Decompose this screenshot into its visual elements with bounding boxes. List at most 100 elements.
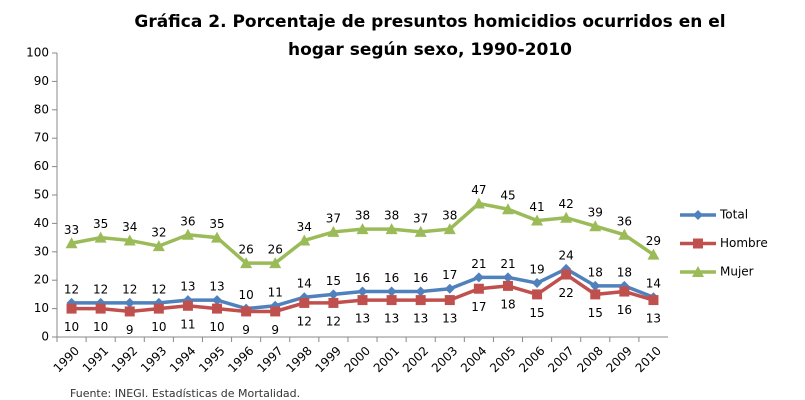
data-label: 10 [238,288,253,302]
data-label: 35 [209,217,224,231]
x-tick-label: 1995 [196,344,227,375]
x-tick-label: 2004 [458,344,489,375]
x-tick-label: 2010 [633,344,664,375]
x-tick-label: 2007 [545,344,576,375]
data-label: 12 [297,314,312,328]
data-label: 32 [151,226,166,240]
data-label: 16 [384,271,399,285]
point [328,289,339,300]
data-label: 37 [326,211,341,225]
data-label: 14 [646,277,661,291]
point [299,297,310,308]
data-label: 13 [442,312,457,326]
point [590,289,601,300]
y-tick-label: 60 [34,159,49,173]
chart-title: Gráfica 2. Porcentaje de presuntos homic… [134,12,725,60]
source-note: Fuente: INEGI. Estadísticas de Mortalida… [70,387,300,400]
point [473,283,484,294]
data-label: 10 [209,320,224,334]
point [124,306,135,317]
point [561,269,572,280]
point [502,280,513,291]
data-label: 13 [646,312,661,326]
legend-marker [692,266,704,277]
data-label: 10 [93,320,108,334]
data-label: 45 [500,189,515,203]
data-label: 10 [151,320,166,334]
data-label: 13 [209,280,224,294]
data-label: 13 [384,312,399,326]
y-tick-label: 10 [34,301,49,315]
data-label: 12 [326,314,341,328]
point [415,295,426,306]
legend-label: Mujer [720,265,754,279]
data-label: 26 [238,243,253,257]
point [502,272,513,283]
x-tick-label: 1997 [254,344,285,375]
x-tick-label: 2000 [342,344,373,375]
x-tick-label: 1991 [80,344,111,375]
y-tick-label: 50 [34,188,49,202]
data-label: 34 [122,220,137,234]
data-label: 19 [529,263,544,277]
x-tick-label: 1990 [51,344,82,375]
y-tick-label: 40 [34,216,49,230]
point [241,306,252,317]
data-label: 16 [617,303,632,317]
point [182,300,193,311]
data-label: 14 [297,277,312,291]
data-label: 11 [180,317,195,331]
x-tick-label: 2009 [603,344,634,375]
data-label: 12 [151,282,166,296]
point [531,214,544,226]
data-label: 38 [355,209,370,223]
data-label: 47 [471,183,486,197]
point [212,295,223,306]
y-tick-label: 80 [34,102,49,116]
point [647,248,660,260]
data-label: 33 [64,223,79,237]
data-label: 13 [413,312,428,326]
point [212,303,223,314]
point [560,211,573,223]
data-label: 12 [122,282,137,296]
point [501,203,514,215]
point [269,257,282,269]
data-label: 15 [588,306,603,320]
y-tick-label: 90 [34,74,49,88]
data-label: 10 [64,320,79,334]
data-label: 38 [384,209,399,223]
point [298,234,311,246]
data-label: 39 [588,206,603,220]
point [124,297,135,308]
point [532,289,543,300]
x-tick-label: 1993 [138,344,169,375]
point [95,303,106,314]
point [181,228,194,240]
legend-marker [693,210,703,220]
x-tick-label: 2002 [400,344,431,375]
data-label: 21 [500,257,515,271]
data-label: 9 [242,323,250,337]
data-label: 15 [326,274,341,288]
data-label: 21 [471,257,486,271]
y-tick-label: 0 [41,330,49,344]
point [240,257,253,269]
x-tick-label: 2001 [371,344,402,375]
data-label: 41 [529,200,544,214]
data-label: 34 [297,220,312,234]
data-label: 12 [93,282,108,296]
data-label: 13 [180,280,195,294]
data-label: 36 [180,214,195,228]
point [590,280,601,291]
point [444,283,455,294]
data-label: 17 [471,300,486,314]
point [618,228,631,240]
data-label: 36 [617,214,632,228]
point [152,240,165,252]
point [211,231,224,243]
data-label: 16 [413,271,428,285]
y-tick-label: 100 [26,46,49,60]
point [357,295,368,306]
